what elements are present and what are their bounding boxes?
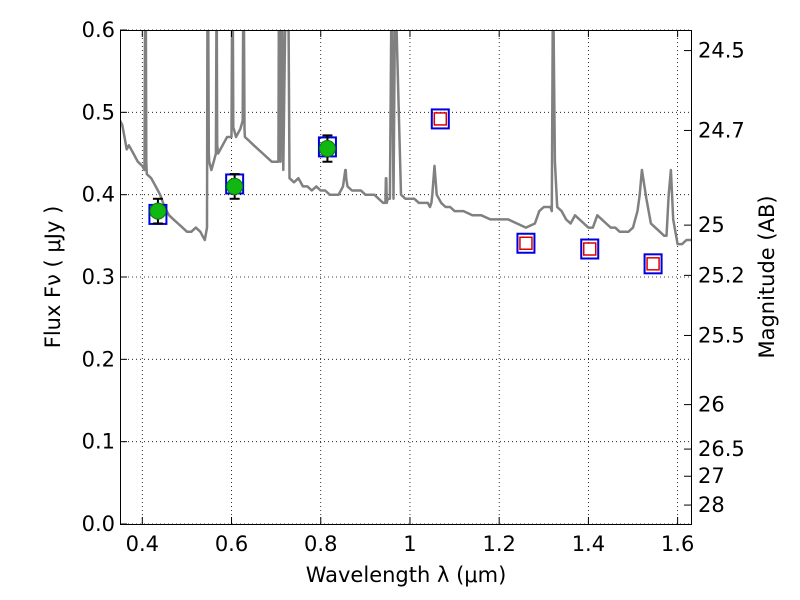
y-tick-label: 0.3 [82,265,115,289]
y2-axis-label: Magnitude (AB) [755,195,779,358]
x-tick-label: 0.6 [215,532,248,556]
synthetic-photometry-marker [643,253,663,275]
upper-limit-marker [582,242,597,256]
synthetic-photometry-marker [516,232,536,254]
photometry-points-layer [148,108,663,275]
x-tick-label: 1.2 [482,532,515,556]
x-axis-label: Wavelength λ (μm) [306,563,507,587]
grid-lines [120,29,691,525]
y2-tick-label: 24.7 [698,118,745,142]
model-spectrum-layer [120,30,691,246]
synthetic-photometry-marker [430,108,450,130]
x-tick-label: 0.8 [304,532,337,556]
upper-limit-marker [433,112,448,126]
y-tick-label: 0.4 [82,183,115,207]
y-tick-label: 0.0 [82,512,115,536]
x-tick-label: 1 [403,532,416,556]
observed-flux-point [226,177,244,195]
upper-limit-marker [519,236,533,250]
y-axis-label: Flux Fν ( μJy ) [41,206,65,349]
synthetic-photometry-marker [580,238,600,260]
x-tick-label: 0.4 [126,532,159,556]
y-tick-label: 0.2 [82,347,115,371]
y2-tick-label: 25.5 [698,323,745,347]
y2-tick-label: 24.5 [698,39,745,63]
x-tick-label: 1.6 [661,532,694,556]
y2-tick-label: 27 [698,464,725,488]
y2-tick-label: 28 [698,493,725,517]
model-spectrum-line [120,30,691,246]
observed-flux-point [318,140,336,158]
observed-flux-point [149,202,167,220]
upper-limit-marker [646,257,660,271]
y2-tick-label: 26.5 [698,437,745,461]
y2-tick-label: 25 [698,213,725,237]
y2-tick-label: 25.2 [698,263,745,287]
y-tick-label: 0.5 [82,100,115,124]
ticks-layer: 0.4 0.6 0.8 1 1.2 1.4 1.6 0.0 0.1 0.2 0.3 0.4 0.5 0.6… [82,18,745,556]
y-tick-label: 0.1 [82,430,115,454]
y2-tick-label: 26 [698,393,725,417]
x-tick-label: 1.4 [572,532,605,556]
y-tick-label: 0.6 [82,18,115,42]
